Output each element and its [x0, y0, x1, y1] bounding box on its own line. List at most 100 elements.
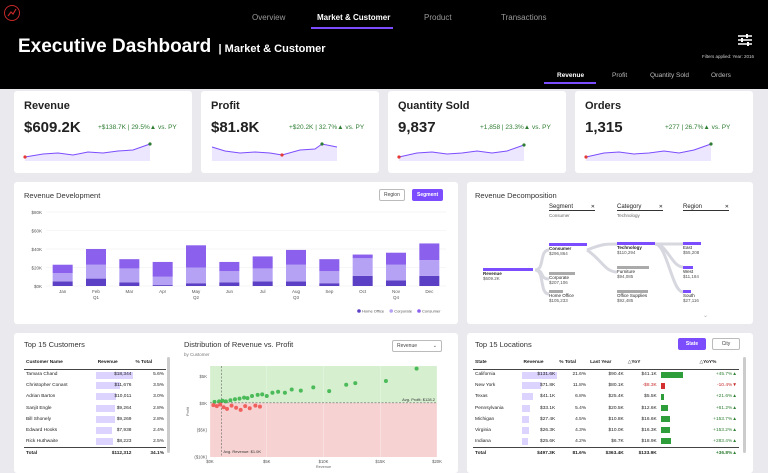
- scatter-point: [289, 387, 294, 392]
- revdec-title: Revenue Decomposition: [475, 191, 557, 200]
- quarter-label: Q4: [393, 295, 400, 300]
- table-row[interactable]: Rick Huthwaite $8,223 2.5%: [26, 438, 164, 446]
- revenue-decomposition-card: Revenue Decomposition Segment ✕ Consumer …: [467, 182, 753, 324]
- table-row[interactable]: Christopher Conant $11,676 3.5%: [26, 382, 164, 390]
- col-header[interactable]: Last Year: [588, 357, 626, 370]
- decomp-col-region[interactable]: Region ✕: [683, 204, 729, 211]
- decomp-links: [534, 242, 684, 296]
- scatter-point: [414, 366, 419, 371]
- col-header[interactable]: Revenue: [521, 357, 558, 370]
- table-row[interactable]: Indiana $25.6K 4.2% $6.7K $18.9K +283.4%▲: [475, 438, 737, 446]
- scatter-point: [223, 399, 228, 404]
- table-row[interactable]: Michigan $27.4K 4.5% $10.8K $16.6K +153.7%▲: [475, 415, 737, 423]
- page-title: Executive Dashboard | Market & Customer: [18, 36, 326, 57]
- table-row[interactable]: Pennsylvania $33.1K 5.4% $20.5K $12.6K +61.2%…: [475, 404, 737, 412]
- metric-tab-orders[interactable]: Orders: [711, 72, 731, 79]
- kpi-delta: +277 | 26.7%▲ vs. PY: [665, 124, 731, 131]
- logo-icon: [4, 5, 20, 21]
- close-icon[interactable]: ✕: [590, 204, 595, 210]
- filters-applied-note: Filters applied: Year: 2016: [701, 54, 754, 59]
- chevron-down-icon[interactable]: ⌄: [703, 313, 709, 319]
- decomp-node-root[interactable]: Revenue $609.2K: [483, 268, 533, 281]
- decomp-node-region[interactable]: West $11,184: [683, 266, 699, 279]
- scatter-point: [218, 402, 223, 407]
- x-tick-label: Dec: [425, 289, 434, 294]
- table-row[interactable]: New York $71.8K 11.8% $80.1K -$8.3K -10.4%▼: [475, 382, 737, 390]
- nav-tab-overview[interactable]: Overview: [252, 13, 286, 22]
- region-toggle-button[interactable]: Region: [379, 189, 405, 201]
- bar-segment: [119, 282, 140, 286]
- decomp-node-region[interactable]: South $27,116: [683, 290, 699, 303]
- table-row[interactable]: Tamara Chand $18,344 5.6%: [26, 371, 164, 379]
- decomp-node-category[interactable]: Office Supplies $92,485: [617, 290, 648, 303]
- quarter-label: Q2: [193, 295, 200, 300]
- bar-segment: [352, 258, 373, 276]
- decomp-node-region[interactable]: East $55,208: [683, 242, 701, 255]
- scatter-point: [311, 385, 316, 390]
- kpi-name: Quantity Sold: [398, 100, 470, 112]
- table-row[interactable]: Sanjit Engle $9,264 2.8%: [26, 404, 164, 412]
- bar-segment: [286, 281, 306, 286]
- decomp-node-segment[interactable]: Corporate $207,106: [549, 272, 575, 285]
- legend-label: Home Office: [362, 309, 385, 314]
- table-row[interactable]: Edward Hooks $7,938 2.4%: [26, 426, 164, 434]
- col-header[interactable]: △YoY: [625, 357, 659, 370]
- nav-tab-market-customer[interactable]: Market & Customer: [317, 13, 391, 22]
- city-toggle-button[interactable]: City: [712, 338, 740, 350]
- bar-segment: [319, 259, 340, 272]
- segment-toggle-button[interactable]: Segment: [412, 189, 444, 201]
- x-tick-label: $10K: [319, 459, 329, 464]
- col-header[interactable]: Revenue: [95, 357, 134, 370]
- table-row[interactable]: California $131.6K 21.6% $90.4K $41.1K +45.7%…: [475, 371, 737, 379]
- decomp-node-segment[interactable]: Consumer $296,864: [549, 243, 587, 256]
- decomp-col-segment[interactable]: Segment ✕: [549, 204, 595, 211]
- bar-segment: [286, 249, 306, 265]
- table-row[interactable]: Bill Shonely $9,269 2.8%: [26, 415, 164, 423]
- metric-tab-profit[interactable]: Profit: [612, 72, 628, 79]
- table-row[interactable]: Adrian Barton $10,011 3.0%: [26, 393, 164, 401]
- decomp-node-segment[interactable]: Home Office $105,233: [549, 290, 574, 303]
- scatter-point: [383, 378, 388, 383]
- table-row[interactable]: Virginia $26.3K 4.3% $10.0K $16.3K +153.2%▲: [475, 426, 737, 434]
- scatter-subtitle: by Customer: [184, 352, 210, 357]
- kpi-delta: +$138.7K | 29.5%▲ vs. PY: [98, 124, 177, 131]
- kpi-sparkline: [211, 142, 338, 161]
- y-tick-label: $5K: [200, 374, 208, 379]
- col-header[interactable]: △YoY%: [697, 357, 739, 370]
- col-header[interactable]: % Total: [557, 357, 589, 370]
- bar-segment: [119, 259, 140, 269]
- nav-tab-product[interactable]: Product: [424, 13, 452, 22]
- bar-segment: [252, 281, 273, 286]
- col-header[interactable]: % Total: [133, 357, 166, 370]
- bar-segment: [419, 260, 440, 276]
- nav-tab-transactions[interactable]: Transactions: [501, 13, 547, 22]
- scatter-point: [217, 399, 222, 404]
- locations-scrollbar[interactable]: [743, 357, 746, 453]
- bar-segment: [419, 243, 440, 261]
- table-total-row: Total $497.3K 81.6% $363.4K $133.9K +36.8%▲: [473, 446, 739, 459]
- bar-segment: [52, 264, 73, 274]
- scatter-point: [264, 393, 269, 398]
- col-header[interactable]: State: [473, 357, 522, 370]
- decomp-node-category[interactable]: Technology $110,294: [617, 242, 655, 255]
- scatter-measure-dropdown[interactable]: Revenue ⌄: [392, 340, 442, 352]
- scatter-point: [242, 395, 247, 400]
- col-header[interactable]: Customer Name: [24, 357, 96, 370]
- bar-segment: [152, 261, 173, 277]
- filter-sliders-icon[interactable]: [737, 33, 753, 52]
- metric-tab-revenue[interactable]: Revenue: [557, 72, 585, 79]
- decomp-col-category[interactable]: Category ✕: [617, 204, 663, 211]
- bar-segment: [219, 282, 240, 286]
- table-row[interactable]: Texas $41.1K 6.8% $25.4K $5.5K +21.6%▲: [475, 393, 737, 401]
- decomp-node-category[interactable]: Furniture $94,085: [617, 266, 649, 279]
- state-toggle-button[interactable]: State: [678, 338, 706, 350]
- y-axis-label: Profit: [186, 406, 190, 416]
- y-tick-label: $60K: [31, 229, 42, 234]
- x-tick-label: May: [192, 289, 201, 294]
- scatter-point: [327, 389, 332, 394]
- metric-tab-quantity[interactable]: Quantity Sold: [650, 72, 690, 79]
- x-tick-label: Apr: [159, 289, 167, 294]
- close-icon[interactable]: ✕: [658, 204, 663, 210]
- customers-scrollbar[interactable]: [167, 357, 170, 453]
- close-icon[interactable]: ✕: [724, 204, 729, 210]
